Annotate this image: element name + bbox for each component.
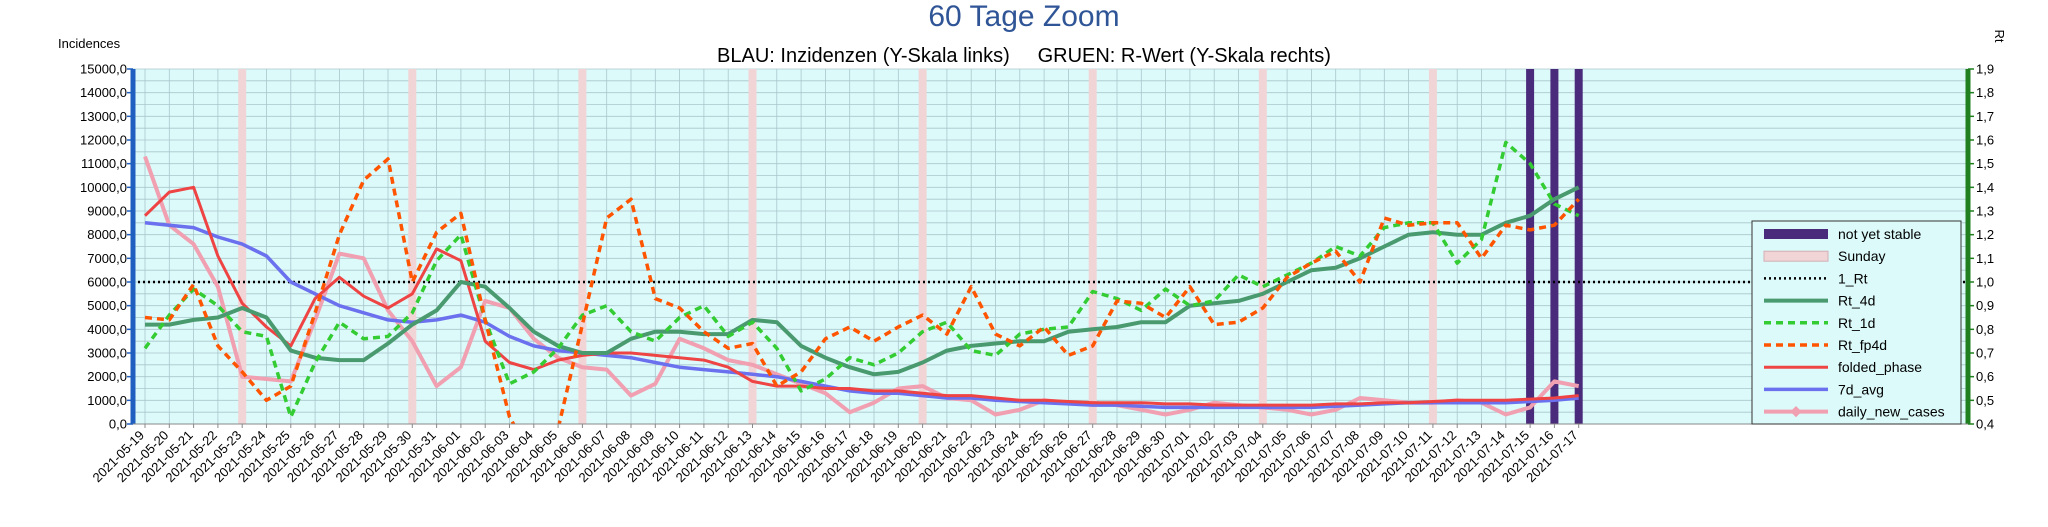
right-tick-label: 1,5 (1976, 156, 1994, 171)
right-tick-label: 1,2 (1976, 227, 1994, 242)
legend-label-rt-1d: Rt_1d (1838, 315, 1875, 331)
left-axis-label: Incidences (58, 36, 121, 51)
not-yet-stable-bar (1550, 69, 1559, 424)
left-tick-label: 14000,0 (80, 85, 127, 100)
sunday-band (918, 69, 927, 424)
legend-label-7d-avg: 7d_avg (1838, 381, 1884, 397)
left-tick-label: 3000,0 (87, 346, 127, 361)
sunday-band (578, 69, 587, 424)
right-tick-label: 1,6 (1976, 133, 1994, 148)
sunday-band (748, 69, 757, 424)
sunday-band (1428, 69, 1437, 424)
right-tick-label: 1,0 (1976, 275, 1994, 290)
series-rt-fp4d (144, 157, 1580, 424)
left-tick-label: 2000,0 (87, 369, 127, 384)
sunday-band (1088, 69, 1097, 424)
right-tick-label: 0,6 (1976, 369, 1994, 384)
left-tick-label: 15000,0 (80, 62, 127, 77)
right-tick-label: 0,7 (1976, 346, 1994, 361)
series-rt-1d (143, 140, 1580, 419)
chart-subtitle: BLAU: Inzidenzen (Y-Skala links) GRUEN: … (717, 45, 1331, 67)
left-tick-label: 10000,0 (80, 180, 127, 195)
series-folded-phase (143, 185, 1579, 407)
right-tick-label: 0,4 (1976, 417, 1994, 432)
sunday-band (1258, 69, 1267, 424)
legend-swatch-sunday (1763, 250, 1829, 262)
left-tick-label: 4000,0 (87, 322, 127, 337)
not-yet-stable-bar (1526, 69, 1535, 424)
not-yet-stable-bar (1574, 69, 1583, 424)
left-tick-label: 5000,0 (87, 298, 127, 313)
right-tick-label: 0,8 (1976, 322, 1994, 337)
legend-label-folded-phase: folded_phase (1838, 359, 1922, 375)
legend-label-not-yet-stable: not yet stable (1838, 226, 1921, 242)
right-tick-label: 1,7 (1976, 109, 1994, 124)
sunday-band (408, 69, 417, 424)
legend: not yet stable Sunday 1_Rt Rt_4d Rt_1d Rt_fp4… (1751, 220, 1962, 425)
left-tick-label: 9000,0 (87, 204, 127, 219)
left-tick-label: 7000,0 (87, 251, 127, 266)
legend-label-1-rt: 1_Rt (1838, 270, 1868, 286)
plot-area: 0,0 1000,0 2000,0 3000,0 4000,0 5000,0 6000,0 7… (80, 62, 1994, 486)
right-tick-label: 1,4 (1976, 180, 1994, 195)
legend-label-sunday: Sunday (1838, 248, 1885, 264)
right-tick-label: 0,9 (1976, 298, 1994, 313)
left-tick-label: 0,0 (109, 417, 127, 432)
right-tick-label: 1,1 (1976, 251, 1994, 266)
sunday-band (238, 69, 247, 424)
left-tick-label: 8000,0 (87, 227, 127, 242)
chart-title: 60 Tage Zoom (928, 0, 1119, 33)
right-axis-label: Rt (1992, 30, 2007, 43)
left-tick-label: 13000,0 (80, 109, 127, 124)
left-tick-label: 11000,0 (81, 156, 127, 171)
legend-label-daily-new-cases: daily_new_cases (1838, 404, 1945, 420)
right-tick-label: 1,9 (1976, 62, 1994, 77)
right-tick-label: 0,5 (1976, 393, 1994, 408)
left-tick-label: 6000,0 (87, 275, 127, 290)
right-tick-label: 1,8 (1976, 85, 1994, 100)
legend-swatch-not-yet-stable (1764, 229, 1828, 239)
series-7d-avg (144, 221, 1579, 410)
right-tick-label: 1,3 (1976, 204, 1994, 219)
series-group (143, 140, 1580, 424)
legend-marker-daily-new-cases (1790, 405, 1802, 418)
series-rt-4d (145, 185, 1580, 377)
left-tick-label: 12000,0 (80, 133, 127, 148)
legend-label-rt-4d: Rt_4d (1838, 293, 1875, 309)
legend-label-rt-fp4d: Rt_fp4d (1838, 337, 1887, 353)
left-tick-label: 1000,0 (87, 393, 127, 408)
